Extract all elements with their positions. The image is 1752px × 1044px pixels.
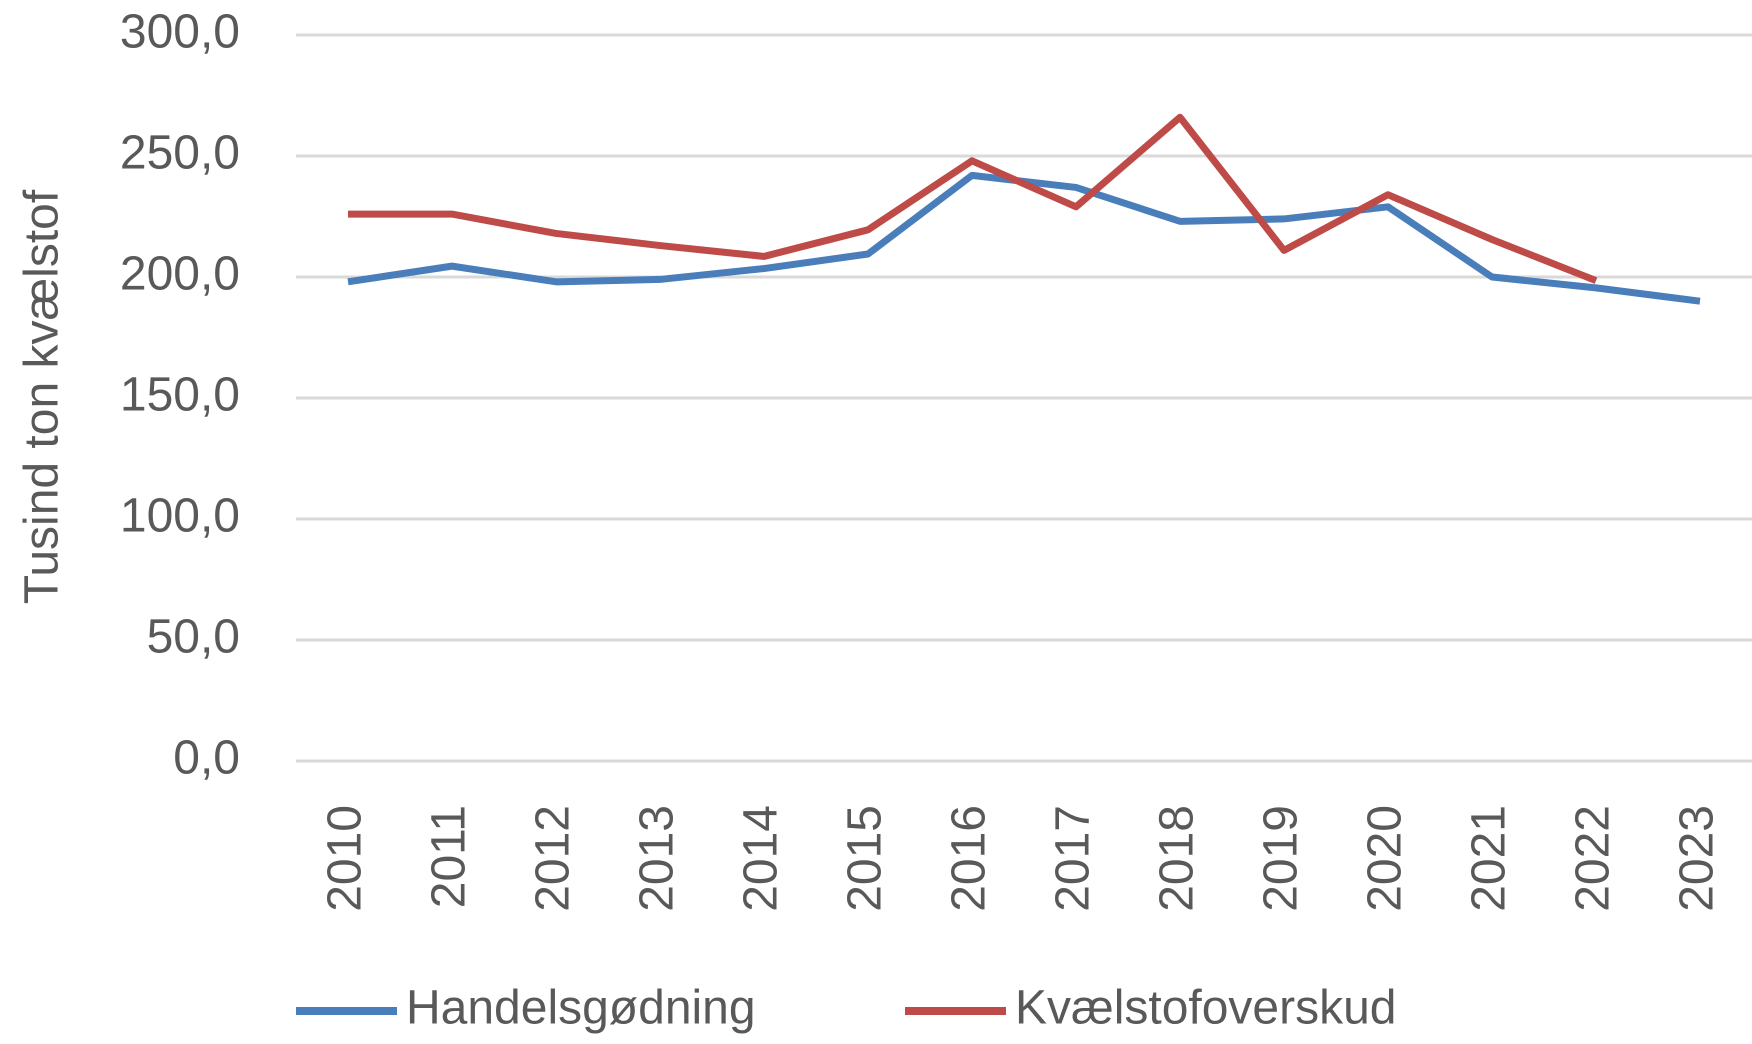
x-tick-label: 2022 — [1567, 805, 1620, 912]
series-line — [348, 113, 1598, 284]
y-tick-label: 50,0 — [147, 611, 240, 664]
y-tick-label: 200,0 — [120, 248, 240, 301]
y-tick-label: 150,0 — [120, 369, 240, 422]
x-tick-label: 2015 — [839, 805, 892, 912]
x-tick-label: 2020 — [1359, 805, 1412, 912]
y-tick-label: 300,0 — [120, 6, 240, 59]
x-tick-label: 2016 — [943, 805, 996, 912]
x-tick-label: 2021 — [1463, 805, 1516, 912]
x-tick-label: 2017 — [1047, 805, 1100, 912]
legend-label: Handelsgødning — [406, 982, 756, 1035]
y-axis-label: Tusind ton kvælstof — [16, 189, 69, 604]
x-tick-label: 2013 — [631, 805, 684, 912]
y-tick-label: 100,0 — [120, 490, 240, 543]
x-tick-label: 2023 — [1671, 805, 1724, 912]
x-tick-label: 2012 — [527, 805, 580, 912]
x-tick-label: 2010 — [319, 805, 372, 912]
x-tick-label: 2014 — [735, 805, 788, 912]
legend-label: Kvælstofoverskud — [1015, 982, 1397, 1035]
y-tick-label: 0,0 — [173, 732, 240, 785]
y-tick-label: 250,0 — [120, 127, 240, 180]
x-tick-label: 2019 — [1255, 805, 1308, 912]
x-tick-label: 2011 — [423, 805, 476, 908]
x-tick-label: 2018 — [1151, 805, 1204, 912]
